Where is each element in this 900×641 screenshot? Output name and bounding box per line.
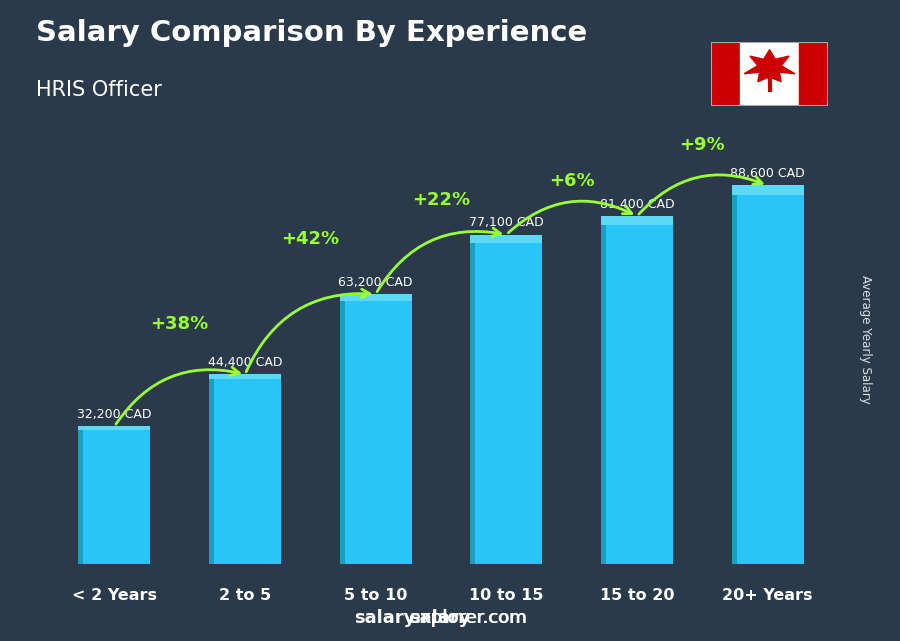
Bar bbox=[340, 294, 411, 301]
Text: salary: salary bbox=[354, 609, 415, 627]
Bar bbox=[732, 185, 737, 564]
Bar bbox=[732, 185, 804, 564]
Text: +9%: +9% bbox=[680, 136, 725, 154]
Bar bbox=[340, 294, 345, 564]
Text: Average Yearly Salary: Average Yearly Salary bbox=[860, 276, 872, 404]
Bar bbox=[340, 294, 411, 564]
Bar bbox=[601, 216, 673, 564]
Bar bbox=[799, 42, 828, 106]
Text: +42%: +42% bbox=[282, 230, 339, 248]
Text: +6%: +6% bbox=[549, 172, 595, 190]
Bar bbox=[78, 426, 84, 564]
Text: 77,100 CAD: 77,100 CAD bbox=[469, 217, 544, 229]
Bar bbox=[740, 42, 799, 106]
Text: 44,400 CAD: 44,400 CAD bbox=[208, 356, 283, 369]
Text: 20+ Years: 20+ Years bbox=[723, 588, 813, 603]
Text: +22%: +22% bbox=[412, 192, 470, 210]
Polygon shape bbox=[744, 50, 795, 81]
Bar bbox=[471, 235, 543, 564]
Bar bbox=[471, 235, 475, 564]
Text: Salary Comparison By Experience: Salary Comparison By Experience bbox=[36, 19, 587, 47]
Bar bbox=[732, 185, 804, 195]
Text: 63,200 CAD: 63,200 CAD bbox=[338, 276, 413, 289]
Bar bbox=[601, 216, 606, 564]
Text: 15 to 20: 15 to 20 bbox=[599, 588, 674, 603]
Text: explorer.com: explorer.com bbox=[410, 609, 526, 627]
Bar bbox=[209, 374, 281, 564]
Text: 2 to 5: 2 to 5 bbox=[219, 588, 271, 603]
Text: 10 to 15: 10 to 15 bbox=[469, 588, 544, 603]
Text: 88,600 CAD: 88,600 CAD bbox=[730, 167, 805, 180]
Bar bbox=[601, 216, 673, 225]
Bar bbox=[711, 42, 740, 106]
Text: 32,200 CAD: 32,200 CAD bbox=[77, 408, 151, 421]
Text: explorer.com: explorer.com bbox=[410, 609, 527, 627]
Bar bbox=[471, 235, 543, 243]
Text: 81,400 CAD: 81,400 CAD bbox=[599, 198, 674, 211]
Text: salary: salary bbox=[410, 609, 471, 627]
Bar bbox=[78, 426, 150, 430]
Bar bbox=[209, 374, 214, 564]
Text: +38%: +38% bbox=[150, 315, 209, 333]
Text: HRIS Officer: HRIS Officer bbox=[36, 80, 162, 100]
Text: < 2 Years: < 2 Years bbox=[72, 588, 157, 603]
Text: 5 to 10: 5 to 10 bbox=[344, 588, 408, 603]
Bar bbox=[78, 426, 150, 564]
Bar bbox=[209, 374, 281, 379]
